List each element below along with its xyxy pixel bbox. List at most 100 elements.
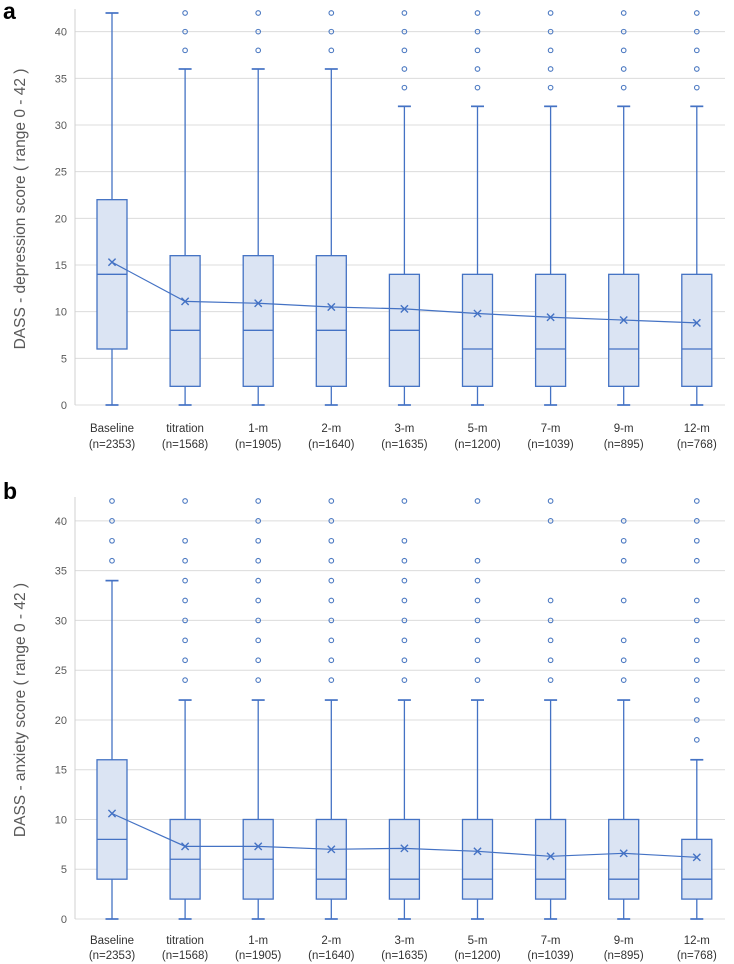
x-tick-label: 7-m (541, 423, 561, 435)
outlier-dot (328, 498, 335, 504)
x-tick-n-label: (n=2353) (89, 950, 136, 962)
outlier-dot (401, 84, 408, 91)
outlier-dot (401, 657, 408, 664)
outlier-dot (109, 537, 115, 544)
outlier-dot (474, 47, 481, 54)
outlier-dot (182, 657, 188, 664)
outlier-dot (255, 577, 262, 584)
x-tick-label: 5-m (468, 935, 488, 947)
mean-x-marker (692, 318, 701, 327)
outlier-dot (401, 597, 408, 604)
mean-x-marker (400, 304, 409, 313)
outlier-dot (474, 617, 481, 624)
outlier-dot (620, 657, 627, 664)
iqr-box (681, 838, 713, 900)
outlier-dot (401, 617, 408, 624)
outlier-dot (328, 617, 335, 624)
iqr-box (388, 818, 421, 900)
mean-x-marker (546, 852, 555, 861)
mean-x-marker (473, 847, 482, 856)
iqr-box (608, 273, 640, 387)
y-tick-label: 40 (55, 516, 67, 528)
iqr-box (169, 255, 201, 387)
outlier-dot (182, 28, 188, 35)
y-tick-label: 0 (61, 400, 67, 412)
outlier-dot (620, 518, 627, 524)
outlier-dot (474, 657, 481, 664)
outlier-dot (328, 28, 335, 35)
y-tick-label: 40 (55, 27, 67, 39)
x-tick-n-label: (n=1635) (381, 439, 428, 451)
iqr-box (681, 273, 713, 387)
panel-b-label: b (3, 478, 18, 504)
outlier-dot (693, 84, 700, 91)
x-tick-label: Baseline (90, 423, 134, 435)
outlier-dot (620, 28, 627, 35)
outlier-dot (182, 10, 188, 16)
outlier-dot (547, 617, 554, 624)
outlier-dot (547, 677, 554, 683)
x-tick-label: 12-m (684, 935, 710, 947)
outlier-dot (620, 637, 627, 644)
x-tick-n-label: (n=1200) (454, 950, 501, 962)
mean-x-marker (619, 315, 628, 325)
outlier-dot (255, 10, 262, 16)
x-tick-n-label: (n=1905) (235, 439, 282, 451)
outlier-dot (693, 47, 700, 54)
mean-x-marker (619, 849, 628, 858)
x-tick-n-label: (n=1568) (162, 950, 209, 962)
outlier-dot (547, 47, 554, 54)
outlier-dot (401, 498, 408, 504)
anxiety-boxplot-chart: 0 5 10 15 20 25 30 35 40 DASS - anxiety score ( r… (12, 497, 725, 962)
outlier-dot (255, 498, 262, 504)
outlier-dot (328, 577, 335, 584)
y-axis-title: DASS - anxiety score ( range 0 - 42 ) (12, 583, 29, 837)
x-tick-n-label: (n=895) (604, 950, 644, 962)
outlier-dot (693, 66, 700, 72)
outlier-dot (693, 617, 700, 624)
outlier-dot (182, 498, 188, 504)
x-tick-n-label: (n=1635) (381, 950, 428, 962)
outlier-dot (547, 84, 554, 91)
x-tick-label: titration (166, 423, 204, 435)
y-tick-label: 5 (61, 864, 67, 876)
outlier-dot (182, 597, 188, 604)
mean-x-marker (181, 297, 190, 306)
outlier-dot (182, 537, 188, 544)
outlier-dot (328, 518, 335, 524)
iqr-box (461, 818, 494, 900)
y-tick-label: 25 (55, 665, 67, 677)
outlier-dot (474, 557, 481, 564)
x-tick-label: 7-m (541, 935, 561, 947)
outlier-dot (182, 47, 188, 54)
x-tick-label: 9-m (614, 935, 634, 947)
outlier-dot (255, 28, 262, 35)
iqr-box (534, 818, 567, 900)
outlier-dot (255, 677, 262, 683)
outlier-dot (693, 717, 700, 723)
outlier-dot (182, 637, 188, 644)
mean-x-marker (107, 809, 117, 818)
mean-x-marker (473, 309, 482, 318)
outlier-dot (693, 557, 700, 564)
outlier-dot (620, 84, 627, 91)
outlier-dot (255, 637, 262, 644)
outlier-dot (109, 498, 115, 504)
outlier-dot (693, 10, 700, 16)
panel-b: b 0 5 10 15 20 25 30 35 40 DASS - anxiety score (… (0, 480, 734, 964)
outlier-dot (474, 498, 481, 504)
outlier-dot (547, 518, 554, 524)
x-tick-n-label: (n=1640) (308, 439, 355, 451)
outlier-dot (547, 597, 554, 604)
outlier-dot (547, 28, 554, 35)
y-tick-label: 10 (55, 307, 67, 319)
outlier-dot (620, 47, 627, 54)
outlier-dot (547, 637, 554, 644)
outlier-dot (182, 577, 188, 584)
outlier-dot (693, 697, 700, 703)
iqr-box (534, 273, 567, 387)
outlier-dot (182, 557, 188, 564)
outlier-dot (693, 737, 700, 743)
mean-x-marker (546, 313, 555, 322)
mean-x-marker (107, 258, 117, 267)
